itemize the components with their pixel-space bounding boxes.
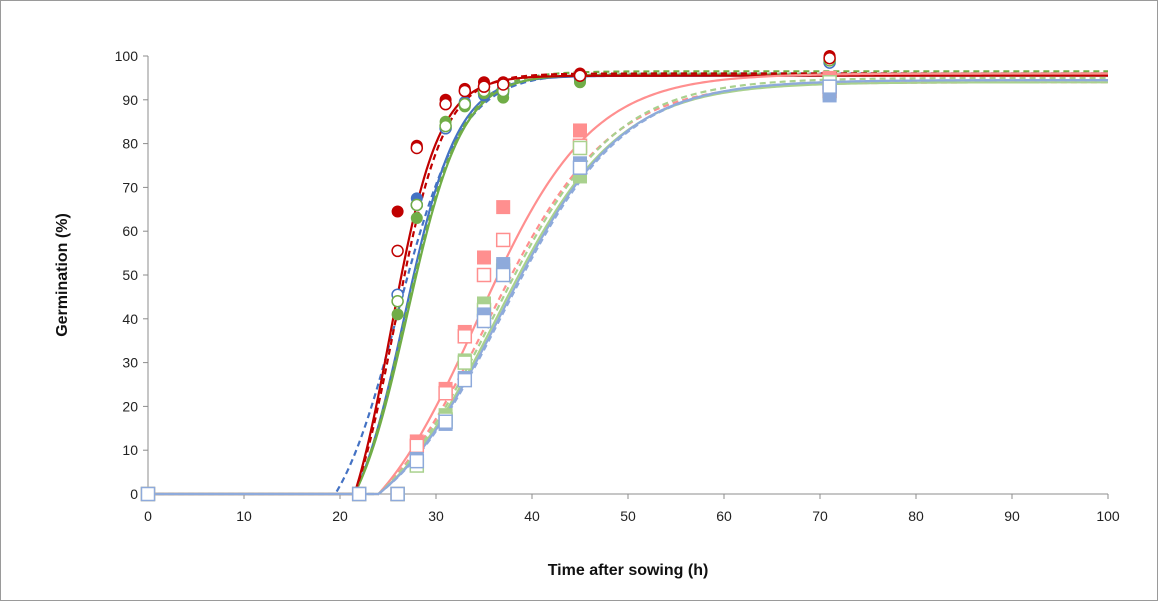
x-tick-label: 90 xyxy=(1004,508,1020,524)
marker-square-series-7 xyxy=(476,267,492,283)
y-tick-label: 50 xyxy=(122,267,138,283)
marker-square-series-11 xyxy=(390,486,405,502)
fitted-curve-10 xyxy=(148,79,1108,496)
marker-circle-series-5 xyxy=(410,141,424,155)
fitted-curve-8 xyxy=(148,81,1108,496)
fitted-curve-4 xyxy=(148,74,1108,496)
marker-square-series-11 xyxy=(140,486,156,502)
marker-square-series-11 xyxy=(476,313,492,329)
axes xyxy=(143,55,1109,499)
marker-square-series-11 xyxy=(457,372,473,388)
marker-circle-series-5 xyxy=(496,78,510,91)
marker-square-series-9 xyxy=(457,355,473,370)
fitted-curve-3 xyxy=(148,70,1108,496)
y-tick-label: 90 xyxy=(122,92,138,108)
y-tick-label: 10 xyxy=(122,442,138,458)
data-markers xyxy=(140,50,837,502)
fitted-curve-0 xyxy=(148,74,1108,496)
marker-square-series-6 xyxy=(573,123,587,138)
marker-circle-series-3 xyxy=(439,119,452,133)
marker-circle-series-5 xyxy=(391,244,404,258)
marker-square-series-6 xyxy=(496,200,511,215)
x-tick-label: 70 xyxy=(812,508,828,524)
marker-circle-series-5 xyxy=(439,97,452,111)
y-tick-label: 30 xyxy=(122,355,138,371)
marker-square-series-7 xyxy=(409,438,425,454)
fitted-curve-7 xyxy=(148,81,1108,496)
x-axis-title: Time after sowing (h) xyxy=(548,562,709,579)
marker-square-series-11 xyxy=(822,79,837,94)
marker-square-series-11 xyxy=(409,453,425,469)
marker-circle-series-3 xyxy=(410,198,424,212)
marker-square-series-11 xyxy=(495,267,511,283)
x-tick-label: 20 xyxy=(332,508,348,524)
x-tick-label: 10 xyxy=(236,508,252,524)
fitted-curve-5 xyxy=(148,72,1108,496)
x-tick-label: 30 xyxy=(428,508,444,524)
marker-square-series-7 xyxy=(438,386,453,401)
x-tick-label: 80 xyxy=(908,508,924,524)
x-tick-label: 60 xyxy=(716,508,732,524)
y-tick-label: 60 xyxy=(122,223,138,239)
marker-square-series-6 xyxy=(477,250,491,265)
fitted-curve-6 xyxy=(148,72,1108,496)
marker-circle-series-5 xyxy=(458,84,472,98)
x-tick-label: 100 xyxy=(1096,508,1120,524)
marker-circle-series-4 xyxy=(391,205,404,218)
fitted-curve-2 xyxy=(148,73,1108,496)
y-tick-label: 70 xyxy=(122,179,138,195)
y-tick-label: 40 xyxy=(122,311,138,327)
marker-circle-series-2 xyxy=(410,212,423,225)
marker-square-series-7 xyxy=(457,329,473,344)
marker-square-series-9 xyxy=(572,140,588,156)
fitted-curve-9 xyxy=(148,76,1108,496)
marker-square-series-11 xyxy=(572,160,588,175)
y-tick-label: 100 xyxy=(115,48,139,64)
marker-circle-series-5 xyxy=(823,51,836,65)
fitted-curve-11 xyxy=(148,79,1108,496)
x-tick-label: 40 xyxy=(524,508,540,524)
marker-circle-series-3 xyxy=(391,295,404,308)
x-tick-label: 50 xyxy=(620,508,636,524)
marker-circle-series-3 xyxy=(458,97,472,111)
y-tick-label: 0 xyxy=(130,486,138,502)
marker-square-series-11 xyxy=(351,486,367,502)
marker-circle-series-5 xyxy=(477,80,491,93)
fitted-curves xyxy=(148,70,1108,496)
marker-circle-series-5 xyxy=(573,69,587,82)
marker-square-series-7 xyxy=(495,232,511,248)
marker-square-series-11 xyxy=(438,414,453,429)
fitted-curve-1 xyxy=(148,72,1108,496)
tick-labels: 0 10 20 30 40 50 60 70 80 90 100 0 10 20 30 40 50 60 70 80 9… xyxy=(115,48,1120,524)
marker-circle-series-2 xyxy=(391,308,404,321)
y-tick-label: 80 xyxy=(122,136,138,152)
y-tick-label: 20 xyxy=(122,398,138,414)
x-tick-label: 0 xyxy=(144,508,152,524)
y-axis-title: Germination (%) xyxy=(54,213,71,337)
